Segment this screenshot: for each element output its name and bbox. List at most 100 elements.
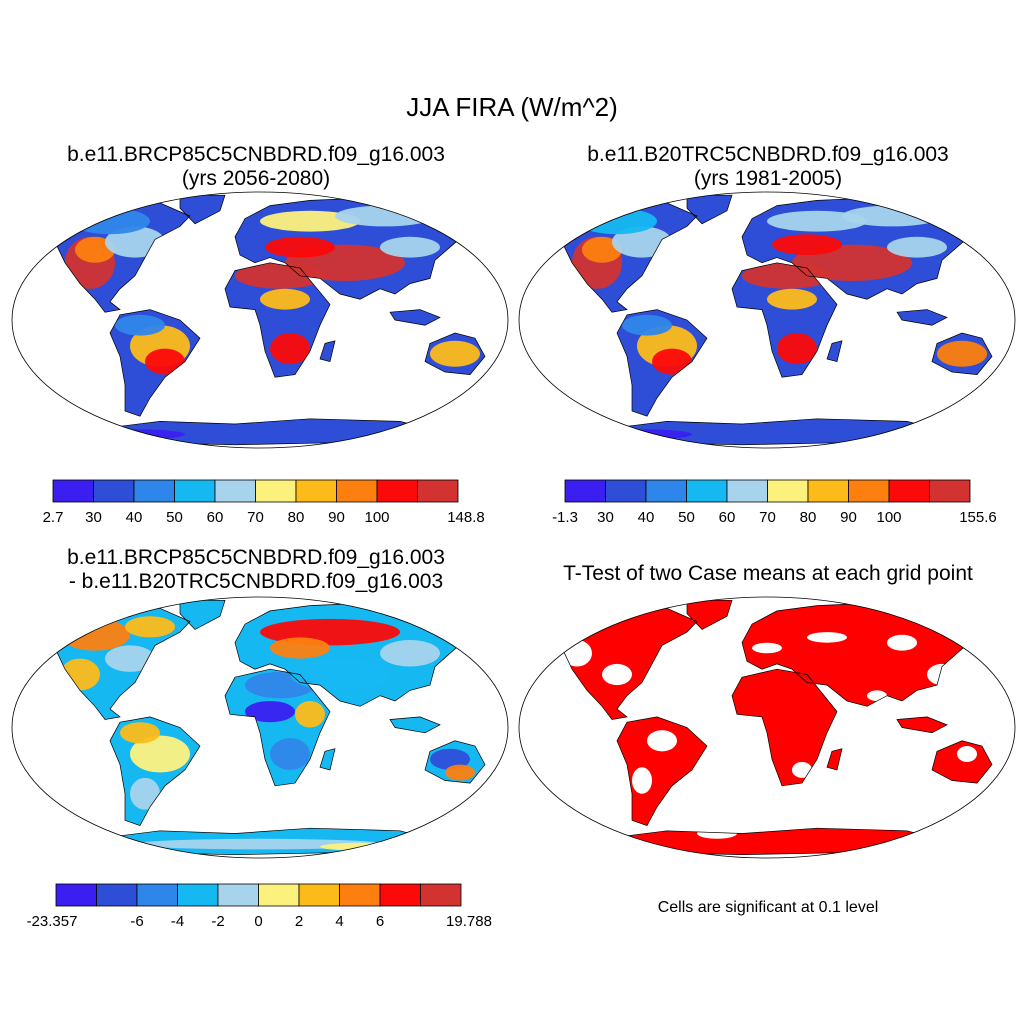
greenland-coastline (179, 599, 226, 630)
colorbar-swatch (726, 479, 768, 503)
colorbar-swatch (258, 883, 300, 907)
value-region (130, 735, 190, 773)
value-region (652, 348, 692, 375)
madagascar-coastline (826, 340, 843, 363)
value-region (270, 333, 310, 365)
panel1-title-line2: (yrs 2056-2080) (181, 167, 331, 190)
panel1-title-line1: b.e11.BRCP85C5CNBDRD.f09_g16.003 (67, 143, 445, 166)
colorbar-tick-label: 30 (85, 509, 102, 526)
panel3-title-line1: b.e11.BRCP85C5CNBDRD.f09_g16.003 (67, 546, 445, 569)
madagascar-coastline (319, 748, 336, 771)
value-region (145, 348, 185, 375)
colorbar-tick-label: 60 (207, 509, 224, 526)
colorbar-swatch (298, 883, 340, 907)
panel3-title-line2: - b.e11.B20TRC5CNBDRD.f09_g16.003 (68, 570, 444, 593)
indonesia-coastline (896, 716, 948, 734)
panel3-map (11, 596, 509, 859)
south-america-coastline (616, 716, 708, 827)
colorbar-tick-label: 6 (376, 913, 384, 930)
value-region (390, 312, 430, 323)
panel1-map (11, 191, 509, 449)
value-region (105, 645, 155, 672)
colorbar-swatch (686, 479, 728, 503)
figure-title: JJA FIRA (W/m^2) (406, 92, 618, 122)
non-significant-patch (957, 746, 977, 762)
colorbar-tick-label: 100 (876, 509, 901, 526)
colorbar-swatch (605, 479, 647, 503)
value-region (897, 312, 937, 323)
panel3-title: b.e11.BRCP85C5CNBDRD.f09_g16.003 - b.e11… (6, 546, 506, 594)
colorbar-swatch (55, 883, 97, 907)
colorbar-swatch (564, 479, 606, 503)
value-region (135, 429, 385, 440)
australia-coastline (931, 740, 993, 784)
panel4-title: T-Test of two Case means at each grid po… (563, 562, 973, 585)
map-border (518, 596, 1016, 859)
colorbar-swatch (174, 479, 216, 503)
colorbar-tick-label: 2.7 (43, 509, 64, 526)
colorbar-swatch (888, 479, 930, 503)
value-region (60, 618, 130, 651)
value-region (125, 616, 175, 638)
value-region (120, 722, 160, 744)
colorbar-tick-label: -2 (211, 913, 224, 930)
value-region (772, 234, 842, 255)
value-region (70, 208, 150, 235)
value-region (260, 288, 310, 310)
value-region (75, 236, 115, 263)
value-region (270, 738, 310, 770)
africa-coastline (224, 262, 331, 378)
colorbar-swatch (96, 883, 138, 907)
colorbar-tick-label: 70 (759, 509, 776, 526)
colorbar-tick-label: 19.788 (446, 913, 492, 930)
non-significant-patch (752, 642, 782, 654)
value-region (115, 314, 165, 336)
value-region (265, 236, 335, 258)
colorbar-swatch (929, 479, 971, 503)
colorbar-tick-label: 50 (678, 509, 695, 526)
non-significant-patch (807, 632, 847, 643)
value-region (582, 236, 622, 263)
colorbar-tick-label: 70 (247, 509, 264, 526)
colorbar-tick-label: 80 (288, 509, 305, 526)
value-region (445, 764, 475, 781)
value-region (270, 637, 330, 659)
map-border (11, 596, 509, 859)
panel2-map (518, 191, 1016, 449)
south-america-coastline (616, 309, 708, 417)
indonesia-coastline (389, 716, 441, 734)
colorbar-tick-label: 50 (166, 509, 183, 526)
colorbar-swatch (645, 479, 687, 503)
indonesia-coastline (896, 309, 948, 326)
madagascar-coastline (319, 340, 336, 363)
value-region (577, 208, 657, 235)
colorbar-swatch (339, 883, 381, 907)
value-region (642, 429, 892, 440)
colorbar-swatch (93, 479, 135, 503)
panel3-colorbar: -23.357 -6 -4 -2 0 2 4 6 19.788 (27, 883, 492, 930)
non-significant-patch (632, 767, 652, 794)
value-region (335, 205, 435, 227)
colorbar-tick-label: 2 (295, 913, 303, 930)
colorbar-swatch (417, 479, 459, 503)
greenland-coastline (179, 194, 226, 225)
colorbar-tick-label: 80 (800, 509, 817, 526)
value-region (245, 701, 295, 723)
colorbar-tick-label: 40 (638, 509, 655, 526)
non-significant-patch (602, 663, 632, 686)
colorbar-tick-label: -4 (171, 913, 184, 930)
colorbar-tick-label: -6 (130, 913, 143, 930)
map-border (518, 191, 1016, 449)
australia-coastline (424, 740, 486, 784)
australia-coastline (931, 332, 993, 375)
significance-note: Cells are significant at 0.1 level (657, 899, 879, 916)
colorbar-tick-label: 90 (840, 509, 857, 526)
colorbar-swatch (217, 883, 259, 907)
value-region (380, 640, 440, 667)
south-america-coastline (109, 716, 201, 827)
colorbar-swatch (133, 479, 175, 503)
value-region (380, 236, 440, 258)
africa-coastline (224, 668, 331, 787)
colorbar-tick-label: 40 (126, 509, 143, 526)
panel1-colorbar: 2.7 30 40 50 60 70 80 90 100 148.8 (43, 479, 485, 526)
